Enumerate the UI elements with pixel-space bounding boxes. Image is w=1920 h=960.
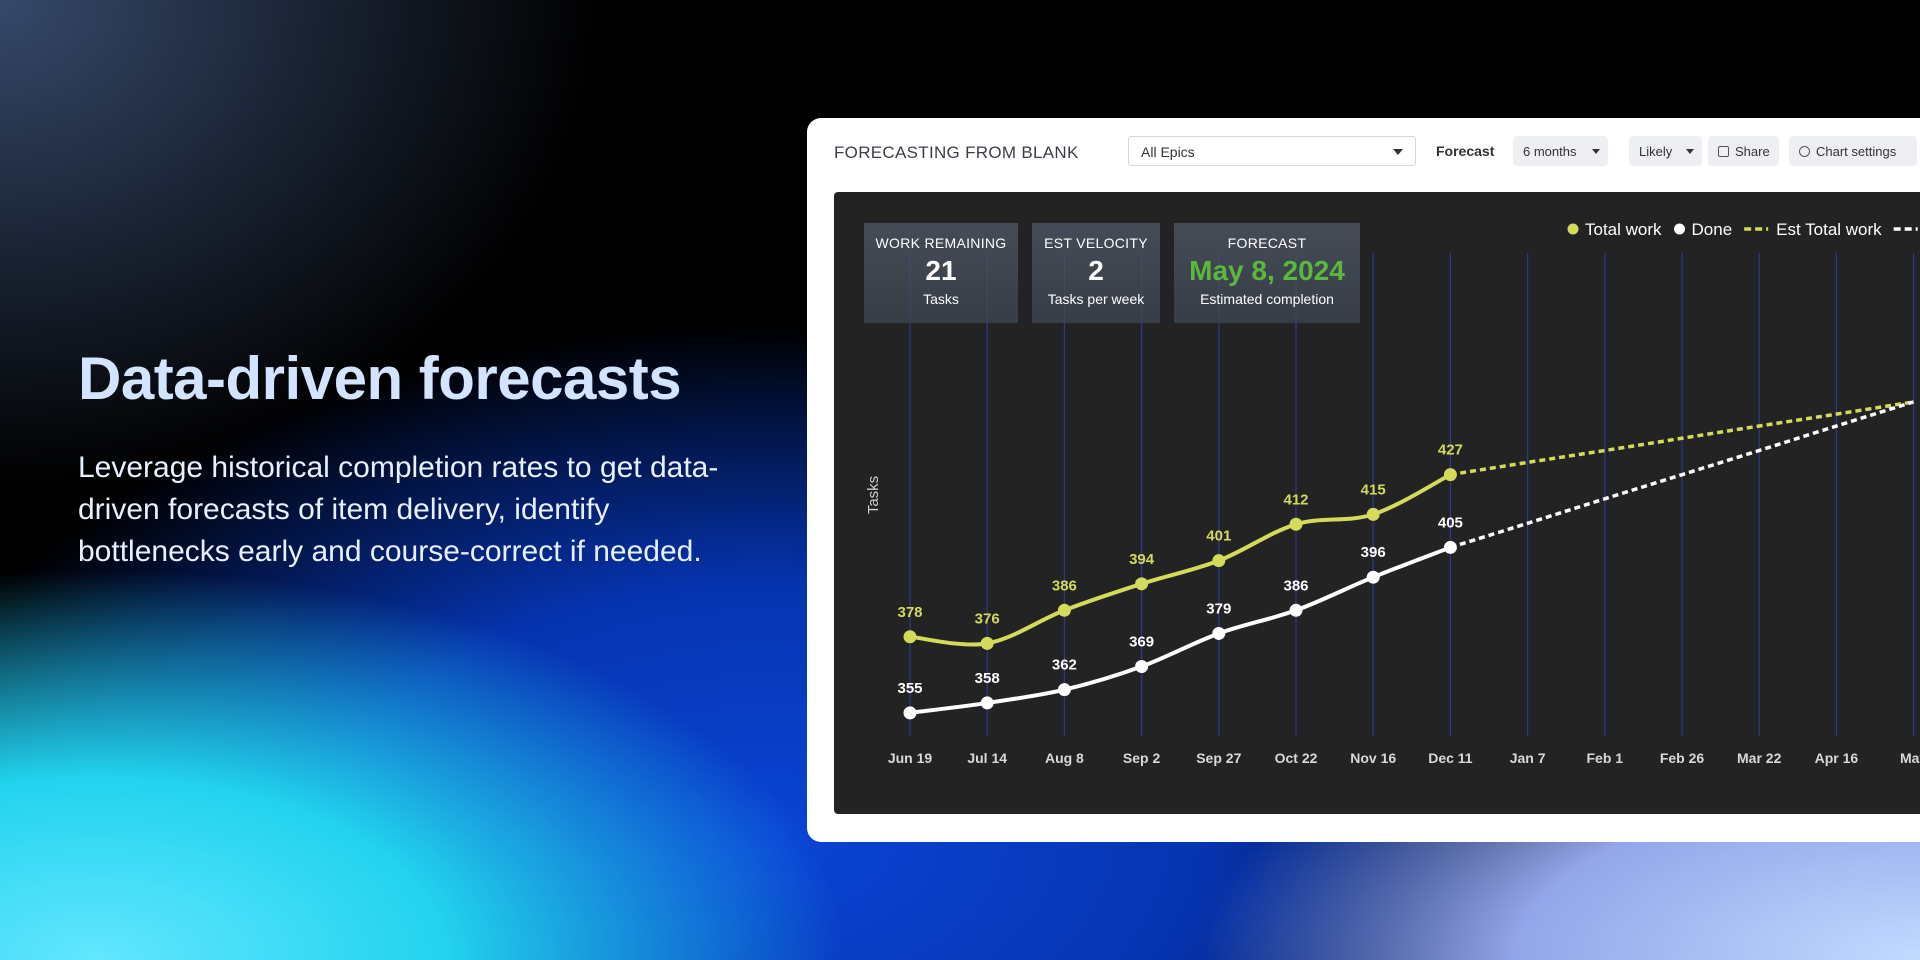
- stat-label: FORECAST: [1227, 235, 1307, 251]
- select-value: All Epics: [1141, 144, 1195, 160]
- caret: [1393, 149, 1403, 155]
- data-label: 412: [1283, 491, 1308, 508]
- forecast-label: Forecast: [1436, 143, 1495, 159]
- data-point: [1057, 603, 1071, 617]
- stat-label: EST VELOCITY: [1044, 235, 1148, 251]
- data-label: 396: [1361, 544, 1386, 561]
- data-label: 415: [1361, 481, 1386, 498]
- data-point: [1289, 603, 1303, 617]
- data-label: 379: [1206, 600, 1231, 617]
- caret: [1592, 149, 1600, 154]
- x-tick-label: Feb 1: [1587, 750, 1624, 766]
- panel-title: FORECASTING FROM BLANK: [834, 143, 1079, 162]
- series-line: [1449, 400, 1915, 550]
- data-label: 362: [1052, 657, 1077, 674]
- data-label: 378: [897, 604, 922, 621]
- stat-card: WORK REMAINING 21 Tasks: [864, 223, 1018, 323]
- stat-value: May 8, 2024: [1189, 255, 1345, 286]
- button-label: Likely: [1639, 144, 1673, 159]
- settings-button[interactable]: Chart settings: [1789, 136, 1917, 166]
- legend-item: Est Total work: [1744, 220, 1882, 239]
- data-point: [1366, 570, 1380, 584]
- stat-value: 21: [925, 255, 957, 286]
- stat-card: FORECAST May 8, 2024 Estimated completio…: [1174, 223, 1360, 323]
- x-tick-label: May: [1900, 750, 1920, 766]
- legend-label: Total work: [1585, 220, 1662, 239]
- epic-select[interactable]: All Epics: [1128, 136, 1416, 166]
- x-tick-label: Sep 2: [1123, 750, 1161, 766]
- data-point: [1289, 517, 1303, 531]
- range-button[interactable]: 6 months: [1513, 136, 1608, 166]
- stat-value: 2: [1088, 255, 1104, 286]
- data-label: 386: [1052, 577, 1077, 594]
- legend-label: Done: [1692, 220, 1733, 239]
- data-label: 427: [1438, 442, 1463, 459]
- data-point: [1135, 660, 1149, 674]
- x-tick-label: Jul 14: [967, 750, 1007, 766]
- legend-item: Done: [1674, 220, 1732, 239]
- data-label: 358: [975, 670, 1000, 687]
- x-tick-label: Feb 26: [1660, 750, 1705, 766]
- data-point: [903, 706, 917, 720]
- share-button[interactable]: Share: [1708, 136, 1779, 166]
- button-label: Share: [1735, 144, 1770, 159]
- stat-label: WORK REMAINING: [875, 235, 1007, 251]
- palette-icon: [1799, 146, 1810, 157]
- data-label: 394: [1129, 551, 1155, 568]
- x-tick-label: Mar 22: [1737, 750, 1782, 766]
- stat-caption: Tasks per week: [1047, 291, 1145, 307]
- data-point: [1057, 683, 1071, 697]
- stat-caption: Tasks: [923, 291, 959, 307]
- caret: [1686, 149, 1694, 154]
- data-point: [1135, 577, 1149, 591]
- data-point: [903, 630, 917, 644]
- share-icon: [1718, 146, 1729, 157]
- data-label: 355: [897, 680, 922, 697]
- hero-title: Data-driven forecasts: [78, 345, 682, 412]
- data-label: 401: [1206, 528, 1231, 545]
- legend-item: Total work: [1567, 220, 1662, 239]
- x-tick-label: Jan 7: [1510, 750, 1546, 766]
- data-label: 369: [1129, 634, 1154, 651]
- x-tick-label: Sep 27: [1196, 750, 1241, 766]
- button-label: Chart settings: [1816, 144, 1897, 159]
- data-point: [1212, 626, 1226, 640]
- data-point: [1366, 507, 1380, 521]
- data-label: 386: [1283, 577, 1308, 594]
- x-tick-label: Oct 22: [1275, 750, 1318, 766]
- data-label: 405: [1438, 514, 1463, 531]
- hero-text: Leverage historical completion rates to …: [78, 451, 719, 568]
- legend-swatch: [1674, 223, 1686, 235]
- chart-area: Jun 19 Jul 14 Aug 8 Sep 2 Sep 27 Oct 22 Nov 16…: [834, 192, 1920, 814]
- x-tick-label: Aug 8: [1045, 750, 1084, 766]
- x-tick-label: Apr 16: [1815, 750, 1859, 766]
- data-label: 376: [975, 610, 1000, 627]
- chart: Jun 19 Jul 14 Aug 8 Sep 2 Sep 27 Oct 22 Nov 16…: [865, 220, 1920, 766]
- legend-label: Est Total work: [1776, 220, 1882, 239]
- data-point: [1212, 554, 1226, 568]
- app-panel: FORECASTING FROM BLANK All Epics Forecas…: [807, 118, 1920, 842]
- data-point: [980, 696, 994, 710]
- x-tick-label: Nov 16: [1350, 750, 1396, 766]
- series-line: [1450, 400, 1914, 477]
- data-point: [980, 636, 994, 650]
- x-tick-label: Jun 19: [888, 750, 933, 766]
- x-tick-label: Dec 11: [1428, 750, 1473, 766]
- legend-swatch: [1567, 223, 1579, 235]
- y-axis-label: Tasks: [865, 476, 882, 514]
- button-label: 6 months: [1523, 144, 1577, 159]
- stat-caption: Estimated completion: [1200, 291, 1334, 307]
- stat-card: EST VELOCITY 2 Tasks per week: [1032, 223, 1160, 323]
- scenario-button[interactable]: Likely: [1629, 136, 1702, 166]
